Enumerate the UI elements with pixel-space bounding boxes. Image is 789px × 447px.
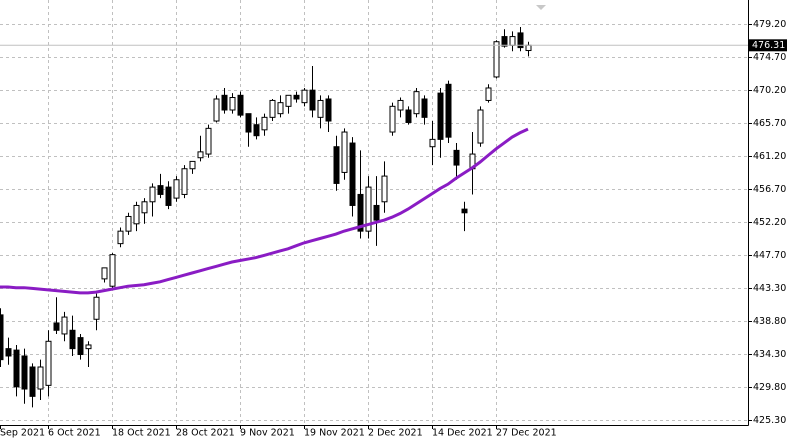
candle-body <box>277 102 284 115</box>
last-price-label: 476.31 <box>752 40 785 51</box>
candle-body <box>109 254 116 287</box>
candle-body <box>181 168 188 195</box>
candle-body <box>29 366 36 397</box>
candle-body <box>301 89 308 104</box>
candle-body <box>421 98 428 118</box>
candle-body <box>349 142 356 206</box>
candle-body <box>253 124 260 137</box>
candle-body <box>357 193 364 232</box>
y-tick-label: 456.70 <box>753 184 786 195</box>
candle-body <box>133 204 140 225</box>
y-tick-label: 438.80 <box>753 316 786 327</box>
candle-body <box>117 230 124 245</box>
candle-body <box>157 185 164 195</box>
candle-body <box>397 99 404 111</box>
candle-body <box>341 131 348 173</box>
x-tick-label: 27 Dec 2021 <box>496 428 557 439</box>
y-tick-label: 434.30 <box>753 349 786 360</box>
x-tick-label: 19 Nov 2021 <box>304 428 365 439</box>
candle-body <box>333 146 340 184</box>
candle-body <box>21 355 28 390</box>
candle-body <box>93 296 100 320</box>
y-tick-label: 447.70 <box>753 250 786 261</box>
candle-body <box>413 91 420 115</box>
x-tick-label: 6 Oct 2021 <box>48 428 101 439</box>
candle-body <box>189 160 196 170</box>
candle-body <box>245 113 252 133</box>
shift-marker <box>536 5 546 10</box>
candle-body <box>461 208 468 214</box>
candle-body <box>285 94 292 107</box>
x-tick-label: 18 Oct 2021 <box>112 428 171 439</box>
x-tick-label: 2 Dec 2021 <box>368 428 423 439</box>
y-tick-label: 443.30 <box>753 283 786 294</box>
y-tick-label: 479.20 <box>753 19 786 30</box>
candle-body <box>37 366 44 390</box>
candle-body <box>405 109 412 123</box>
y-tick-label: 465.70 <box>753 118 786 129</box>
y-tick-label: 429.80 <box>753 382 786 393</box>
candle-body <box>309 89 316 111</box>
candle-body <box>445 83 452 138</box>
y-tick-label: 474.70 <box>753 52 786 63</box>
candle-body <box>317 99 324 118</box>
candle-body <box>229 97 236 111</box>
y-tick-label: 470.20 <box>753 85 786 96</box>
candle-body <box>493 41 500 78</box>
candle-body <box>237 94 244 116</box>
candle-body <box>77 337 84 356</box>
candle-body <box>165 186 172 206</box>
candle-body <box>429 138 436 148</box>
candle-body <box>125 215 132 232</box>
candle-body <box>197 151 204 159</box>
candle-body <box>477 109 484 144</box>
candle-body <box>5 348 12 357</box>
candle-body <box>69 329 76 350</box>
candle-body <box>389 105 396 133</box>
candle-body <box>0 314 4 361</box>
candle-body <box>101 267 108 280</box>
x-tick-label: 14 Dec 2021 <box>432 428 493 439</box>
x-tick-label: Sep 2021 <box>0 428 45 439</box>
candle-body <box>261 116 268 131</box>
candle-body <box>381 175 388 203</box>
moving-average <box>0 127 529 295</box>
candle-body <box>437 92 444 140</box>
candle-body <box>509 36 516 46</box>
candle-body <box>205 127 212 155</box>
candle-body <box>221 94 228 111</box>
candle-body <box>517 32 524 49</box>
candle-body <box>525 44 532 52</box>
candle-body <box>61 316 68 335</box>
candle-body <box>53 322 60 331</box>
candle-body <box>373 204 380 221</box>
candle-body <box>293 94 300 100</box>
candle-body <box>365 186 372 232</box>
x-tick-label: 9 Nov 2021 <box>240 428 295 439</box>
y-tick-label: 452.20 <box>753 217 786 228</box>
candle-body <box>149 186 156 203</box>
last-price-box <box>749 39 787 52</box>
candle-body <box>269 99 276 118</box>
candle-body <box>173 179 180 199</box>
candle-body <box>85 344 92 350</box>
candle-body <box>213 98 220 122</box>
y-tick-label: 461.20 <box>753 151 786 162</box>
candle-body <box>453 149 460 166</box>
candle-body <box>485 87 492 101</box>
candle-body <box>141 201 148 214</box>
candle-body <box>13 349 20 388</box>
candle-body <box>325 98 332 122</box>
y-tick-label: 425.30 <box>753 415 786 426</box>
candle-body <box>501 36 508 47</box>
candle-body <box>45 340 52 386</box>
x-tick-label: 28 Oct 2021 <box>176 428 235 439</box>
